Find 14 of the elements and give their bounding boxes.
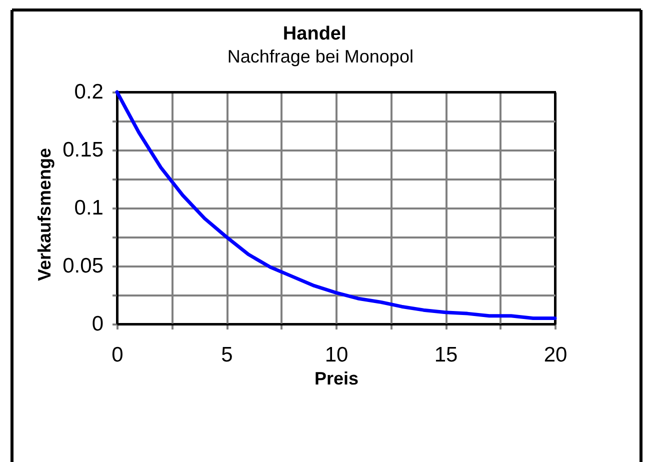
y-tick-label: 0 (92, 312, 104, 336)
y-tick-label: 0.2 (74, 80, 104, 104)
x-tick-label: 0 (112, 344, 124, 366)
x-tick-label: 10 (324, 344, 348, 366)
chart-title: Handel (282, 24, 346, 45)
x-tick-label: 20 (544, 344, 568, 366)
x-tick-label: 5 (221, 344, 233, 366)
x-axis-title: Preis (314, 368, 359, 388)
x-tick-label: 15 (434, 344, 458, 366)
y-tick-label: 0.15 (62, 138, 104, 162)
y-tick-label: 0.05 (62, 254, 104, 278)
y-axis-title: Verkaufsmenge (34, 148, 55, 282)
chart-subtitle: Nachfrage bei Monopol (227, 46, 414, 66)
y-tick-label: 0.1 (74, 196, 104, 220)
